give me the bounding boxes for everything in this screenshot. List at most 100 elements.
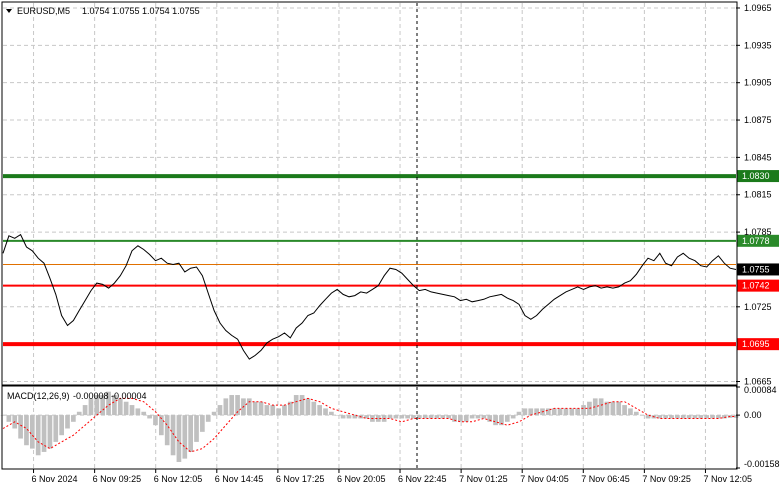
macd-histogram-bar xyxy=(721,415,727,419)
macd-histogram-bar xyxy=(94,395,100,416)
time-axis: 6 Nov 2024 6 Nov 09:25 6 Nov 12:05 6 Nov 14… xyxy=(32,469,752,484)
macd-histogram-bar xyxy=(287,401,293,416)
macd-histogram-bar xyxy=(71,415,76,422)
macd-histogram-bar xyxy=(311,401,317,416)
macd-histogram-bar xyxy=(546,408,551,416)
macd-histogram-bar xyxy=(581,405,586,416)
macd-histogram-bar xyxy=(200,415,205,432)
macd-histogram-bar xyxy=(633,411,639,416)
macd-histogram-bar xyxy=(47,415,53,449)
macd-histogram-bar xyxy=(153,415,158,426)
macd-histogram-bar xyxy=(106,391,111,416)
macd-histogram-bar xyxy=(657,415,663,419)
macd-histogram-bar xyxy=(282,405,287,416)
macd-histogram-bar xyxy=(469,415,475,419)
macd-histogram-bar xyxy=(434,415,440,419)
triangle-down-icon[interactable] xyxy=(6,9,12,13)
macd-histogram-bar xyxy=(686,415,692,419)
macd-histogram-bar xyxy=(675,415,680,419)
x-tick-label: 6 Nov 12:05 xyxy=(154,474,203,484)
macd-histogram-bar xyxy=(170,415,176,456)
x-tick-label: 7 Nov 12:05 xyxy=(703,474,752,484)
macd-histogram-bar xyxy=(41,415,47,452)
y-tick-label: 1.0665 xyxy=(744,377,772,387)
macd-histogram-bar xyxy=(639,415,645,416)
macd-histogram-bar xyxy=(716,415,721,419)
macd-histogram-bar xyxy=(329,411,334,416)
macd-histogram-bar xyxy=(534,408,539,416)
macd-histogram-bar xyxy=(563,408,569,416)
macd-histogram-bar xyxy=(710,415,715,419)
price-level-tag-label: 1.0830 xyxy=(742,171,770,181)
y-tick-label: 1.0965 xyxy=(744,3,772,13)
macd-histogram-bar xyxy=(346,415,352,419)
macd-histogram-bar xyxy=(65,415,70,429)
macd-histogram-bar xyxy=(59,415,64,436)
macd-histogram-bar xyxy=(164,415,170,446)
macd-signal xyxy=(2,397,736,453)
macd-histogram-bar xyxy=(223,398,229,416)
macd-histogram-bar xyxy=(317,405,323,416)
price-level-tag xyxy=(737,170,779,183)
macd-histogram-bar xyxy=(569,408,575,416)
symbol-label: EURUSD,M5 xyxy=(17,6,70,16)
macd-histogram-bar xyxy=(504,415,510,422)
macd-histogram-bar xyxy=(29,415,35,449)
x-tick-label: 7 Nov 06:45 xyxy=(581,474,630,484)
macd-y-tick-label: -0.00158 xyxy=(744,459,780,469)
macd-histogram-bar xyxy=(334,415,340,416)
macd-histogram-bar xyxy=(628,408,633,416)
macd-histogram-bar xyxy=(557,408,563,416)
macd-histogram-bar xyxy=(428,415,434,419)
x-tick-label: 6 Nov 09:25 xyxy=(93,474,142,484)
macd-histogram-bar xyxy=(188,415,193,452)
macd-values: -0.00008 -0.00004 xyxy=(73,391,147,401)
macd-histogram-bar xyxy=(352,415,358,419)
macd-histogram-bar xyxy=(299,395,305,416)
current-price-label: 1.0755 xyxy=(742,264,770,274)
x-tick-label: 6 Nov 20:05 xyxy=(337,474,386,484)
x-tick-label: 6 Nov 17:25 xyxy=(276,474,325,484)
macd-histogram-bar xyxy=(411,415,416,419)
price-levels: 1.0830 1.0778 1.0742 1.0695 xyxy=(3,170,779,351)
macd-histogram-bar xyxy=(610,401,616,416)
macd-histogram-bar xyxy=(475,415,481,419)
y-tick-label: 1.0815 xyxy=(744,190,772,200)
macd-histogram-bar xyxy=(158,415,164,436)
macd-histogram-bar xyxy=(35,415,41,456)
y-tick-label: 1.0845 xyxy=(744,152,772,162)
macd-histogram-bar xyxy=(698,415,704,419)
macd-histogram-bar xyxy=(493,415,498,426)
macd-histogram-bar xyxy=(123,401,129,416)
macd-histogram-bar xyxy=(76,411,82,416)
macd-histogram-bar xyxy=(733,415,739,418)
y-tick-label: 1.0935 xyxy=(744,40,772,50)
macd-histogram-bar xyxy=(598,398,604,416)
macd-histogram-bar xyxy=(522,408,528,416)
macd-histogram-bar xyxy=(305,398,311,416)
macd-signal-line xyxy=(2,397,736,453)
macd-histogram-bar xyxy=(293,395,299,416)
price-axis: 1.0965 1.0935 1.0905 1.0875 1.0845 1.0815 1.07… xyxy=(736,3,772,387)
macd-histogram-bar xyxy=(6,415,12,422)
macd-label: MACD(12,26,9) xyxy=(7,391,70,401)
macd-histogram-bar xyxy=(205,415,211,422)
price-level-tag-label: 1.0778 xyxy=(742,236,770,246)
macd-histogram-bar xyxy=(276,408,281,416)
macd-histogram-bar xyxy=(252,401,258,416)
macd-panel-frame xyxy=(1,385,738,470)
macd-histogram-bar xyxy=(211,411,217,416)
macd-histogram-bar xyxy=(147,415,152,419)
price-level-tag xyxy=(737,279,779,292)
macd-histogram-bar xyxy=(182,415,188,459)
macd-histogram-bar xyxy=(645,415,651,419)
macd-histogram-bar xyxy=(399,415,405,419)
macd-histogram-bar xyxy=(217,405,223,416)
x-tick-label: 7 Nov 04:05 xyxy=(520,474,569,484)
macd-histogram-bar xyxy=(680,415,686,419)
macd-histogram-bar xyxy=(117,398,123,416)
macd-histogram-bar xyxy=(100,395,106,416)
x-tick-label: 6 Nov 22:45 xyxy=(398,474,447,484)
macd-y-tick-label: 0.00 xyxy=(744,410,762,420)
